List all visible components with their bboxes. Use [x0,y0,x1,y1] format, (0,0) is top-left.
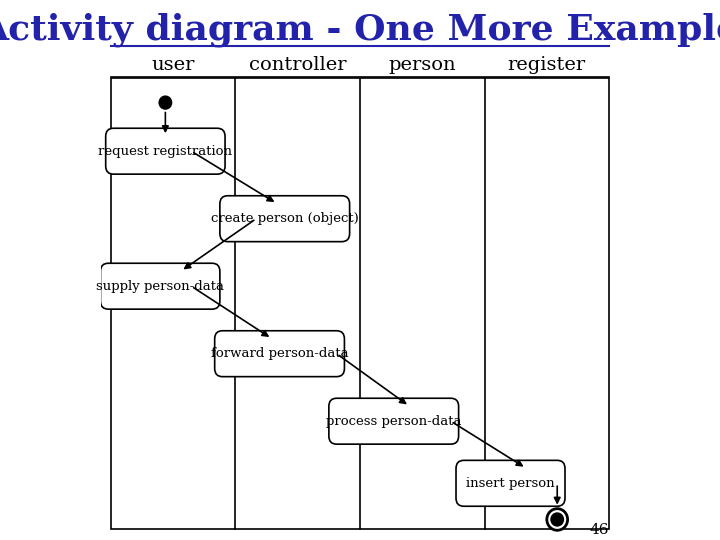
FancyBboxPatch shape [101,263,220,309]
Text: insert person: insert person [466,477,555,490]
FancyBboxPatch shape [106,128,225,174]
Circle shape [159,96,171,109]
Text: user: user [151,56,195,74]
Bar [111,78,609,529]
Circle shape [547,509,567,530]
Text: person: person [389,56,456,74]
Text: request registration: request registration [99,145,233,158]
FancyBboxPatch shape [220,195,350,241]
Text: forward person-data: forward person-data [211,347,348,360]
FancyBboxPatch shape [456,460,565,507]
Text: Activity diagram - One More Example: Activity diagram - One More Example [0,12,720,47]
Text: supply person-data: supply person-data [96,280,224,293]
Circle shape [551,513,564,526]
FancyBboxPatch shape [215,330,344,377]
Text: process person-data: process person-data [326,415,462,428]
Text: create person (object): create person (object) [211,212,359,225]
Text: 46: 46 [590,523,609,537]
Text: controller: controller [249,56,346,74]
Text: register: register [508,56,586,74]
FancyBboxPatch shape [329,399,459,444]
